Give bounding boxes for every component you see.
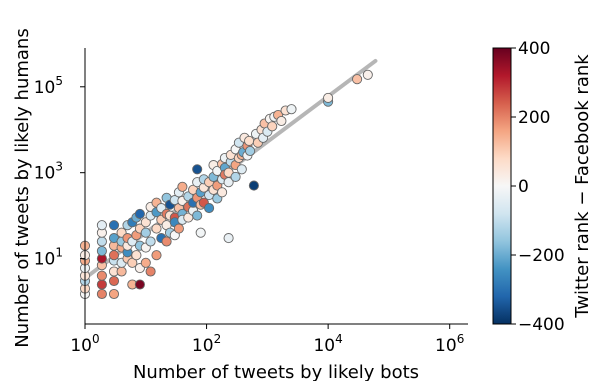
- data-point: [267, 121, 278, 132]
- colorbar-tick-label: 400: [518, 39, 550, 59]
- data-point: [140, 227, 151, 238]
- data-point: [192, 210, 203, 221]
- data-point: [223, 177, 234, 188]
- colorbar: [492, 47, 512, 325]
- x-tick-label: 100: [70, 332, 99, 356]
- data-point: [140, 217, 151, 228]
- x-axis-title: Number of tweets by likely bots: [133, 362, 419, 381]
- data-point: [352, 74, 363, 85]
- data-point: [145, 266, 156, 277]
- plot-area: [79, 58, 378, 300]
- colorbar-tick-label: 0: [518, 177, 529, 197]
- data-point: [192, 164, 203, 175]
- data-point: [177, 181, 188, 192]
- data-point: [151, 250, 162, 261]
- data-point: [127, 257, 138, 268]
- data-point: [161, 236, 172, 247]
- data-point: [134, 208, 145, 219]
- data-point: [217, 187, 228, 198]
- y-axis-title: Number of tweets by likely humans: [12, 28, 33, 347]
- y-tick-label: 101: [34, 246, 63, 270]
- data-point: [204, 203, 215, 214]
- data-point: [108, 250, 120, 261]
- data-point: [108, 288, 120, 300]
- data-point: [276, 115, 287, 127]
- data-point: [248, 180, 259, 191]
- data-point: [96, 236, 107, 247]
- data-point: [223, 233, 234, 244]
- data-point: [362, 69, 373, 80]
- data-point: [245, 145, 256, 157]
- data-point: [230, 171, 241, 182]
- data-point: [195, 227, 206, 238]
- x-tick-label: 102: [192, 332, 221, 356]
- x-axis-ticks: 100 102 104 106: [70, 324, 464, 356]
- data-point: [96, 220, 107, 231]
- data-point: [323, 92, 334, 103]
- data-point: [151, 223, 162, 234]
- data-point: [96, 279, 107, 290]
- data-point: [108, 275, 120, 287]
- data-point: [134, 279, 145, 290]
- colorbar-ticks: 400 200 0 −200 −400: [511, 39, 565, 335]
- data-point: [108, 220, 120, 231]
- data-point: [96, 270, 107, 281]
- data-point: [96, 288, 107, 300]
- data-point: [116, 266, 127, 277]
- y-tick-label: 105: [34, 74, 63, 98]
- x-tick-label: 106: [435, 332, 464, 356]
- x-tick-label: 104: [313, 332, 342, 356]
- colorbar-tick-label: 200: [518, 108, 550, 128]
- data-point: [140, 257, 151, 268]
- data-point: [173, 223, 184, 234]
- data-point: [145, 236, 156, 247]
- colorbar-tick-label: −200: [518, 246, 565, 266]
- y-axis-ticks: 101 103 105: [34, 74, 85, 270]
- data-point: [286, 104, 297, 115]
- data-point: [131, 250, 142, 261]
- data-point: [244, 135, 255, 146]
- colorbar-title: Twitter rank − Facebook rank: [572, 54, 593, 319]
- colorbar-tick-label: −400: [518, 315, 565, 335]
- data-point: [236, 164, 247, 175]
- y-tick-label: 103: [34, 160, 63, 184]
- data-point: [96, 245, 107, 257]
